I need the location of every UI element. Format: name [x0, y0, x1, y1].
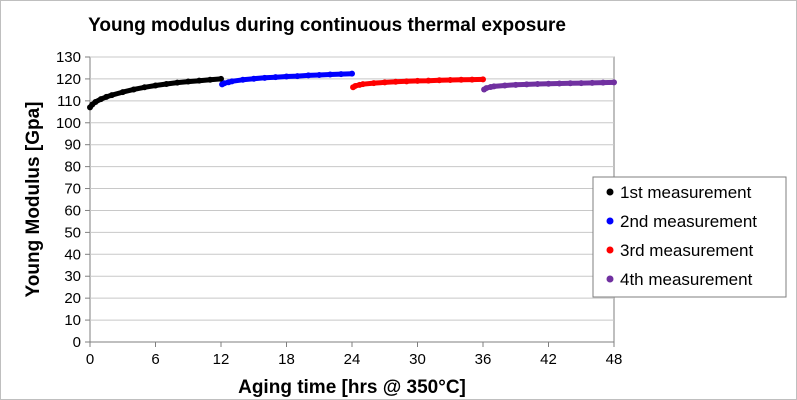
y-tick-label-6: 60 — [64, 202, 81, 219]
x-tick-label-7: 42 — [540, 351, 557, 368]
y-tick-label-12: 120 — [56, 71, 81, 88]
series-1-point-14 — [207, 76, 214, 83]
legend-box — [592, 176, 787, 298]
series-2-point-13 — [338, 71, 345, 78]
series-3-point-11 — [447, 77, 454, 84]
series-4-point-5 — [512, 81, 519, 88]
series-2 — [219, 70, 355, 88]
series-1-point-8 — [141, 84, 148, 91]
legend-marker-3 — [606, 246, 614, 254]
y-tick-label-4: 40 — [64, 246, 81, 263]
x-tick-label-2: 12 — [213, 351, 230, 368]
legend-marker-1 — [606, 188, 614, 196]
plot-area — [89, 56, 615, 343]
series-2-point-4 — [239, 76, 246, 83]
x-tick-label-6: 36 — [475, 351, 492, 368]
series-3-point-5 — [381, 79, 388, 86]
series-4-point-7 — [534, 80, 541, 87]
series-3-point-3 — [359, 81, 366, 88]
y-tick-label-3: 30 — [64, 268, 81, 285]
y-tick-label-5: 50 — [64, 224, 81, 241]
series-4-point-11 — [578, 80, 585, 87]
series-4-point-4 — [501, 82, 508, 89]
series-3-point-4 — [370, 80, 377, 87]
legend-marker-2 — [606, 217, 614, 225]
series-3-point-6 — [392, 78, 399, 85]
series-4-point-9 — [556, 80, 563, 87]
x-tick-label-0: 0 — [86, 351, 94, 368]
x-tick-label-4: 24 — [344, 351, 361, 368]
series-4-point-12 — [589, 79, 596, 86]
grid-lines — [90, 56, 614, 321]
series-2-point-7 — [272, 74, 279, 81]
series-1-point-10 — [163, 80, 170, 87]
series-1-point-6 — [119, 89, 126, 96]
x-tick-label-3: 18 — [278, 351, 295, 368]
series-group — [87, 70, 617, 111]
y-axis-ticks: 0 10 20 30 40 50 60 70 80 90 100 110 120 130 — [56, 49, 90, 351]
y-axis-title: Young Modulus [Gpa] — [23, 102, 44, 298]
y-tick-label-2: 20 — [64, 290, 81, 307]
series-1-point-12 — [185, 78, 192, 85]
legend: 1st measurement 2nd measurement 3rd measur… — [606, 183, 757, 289]
y-tick-label-7: 70 — [64, 181, 81, 198]
series-2-point-12 — [327, 71, 334, 78]
series-1 — [87, 75, 224, 111]
series-2-point-5 — [250, 75, 257, 82]
x-tick-label-1: 6 — [151, 351, 159, 368]
y-tick-label-1: 10 — [64, 312, 81, 329]
series-4 — [481, 79, 617, 93]
series-1-point-7 — [130, 86, 137, 93]
y-tick-label-11: 110 — [57, 93, 81, 110]
series-4-point-8 — [545, 80, 552, 87]
series-3 — [350, 76, 486, 91]
x-axis-ticks: 0 6 12 18 24 30 36 42 48 — [86, 342, 623, 368]
series-4-point-10 — [567, 80, 574, 87]
legend-label-4: 4th measurement — [620, 270, 753, 289]
series-4-point-3 — [490, 83, 497, 90]
series-2-point-9 — [294, 73, 301, 80]
series-3-point-14 — [480, 76, 486, 83]
series-1-point-2 — [92, 98, 99, 105]
series-1-point-15 — [218, 75, 224, 82]
series-2-point-11 — [316, 71, 323, 78]
series-1-point-9 — [152, 82, 159, 89]
series-3-point-9 — [425, 77, 432, 84]
series-1-point-3 — [97, 96, 104, 103]
series-3-point-7 — [403, 78, 410, 85]
x-tick-label-5: 30 — [409, 351, 426, 368]
y-tick-label-9: 90 — [64, 137, 81, 154]
legend-label-2: 2nd measurement — [620, 212, 757, 231]
series-1-point-11 — [174, 79, 181, 86]
legend-marker-4 — [606, 275, 614, 283]
y-tick-label-10: 100 — [56, 115, 81, 132]
series-4-point-14 — [611, 79, 617, 86]
series-3-point-10 — [436, 77, 443, 84]
series-3-point-12 — [458, 76, 465, 83]
y-tick-label-0: 0 — [73, 334, 81, 351]
chart-title: Young modulus during continuous thermal … — [88, 15, 566, 36]
series-1-line — [87, 76, 224, 110]
series-3-point-13 — [469, 76, 476, 83]
series-2-point-14 — [349, 70, 355, 77]
series-1-point-5 — [108, 92, 115, 99]
series-3-point-8 — [414, 77, 421, 84]
series-1-point-4 — [103, 93, 110, 100]
x-axis-title: Aging time [hrs @ 350°C] — [238, 377, 466, 398]
series-2-point-8 — [283, 73, 290, 80]
legend-label-1: 1st measurement — [620, 183, 752, 202]
legend-label-3: 3rd measurement — [620, 241, 754, 260]
series-1-point-13 — [196, 77, 203, 84]
series-2-point-6 — [261, 74, 268, 81]
y-tick-label-8: 80 — [64, 159, 81, 176]
series-4-point-13 — [600, 79, 607, 86]
series-2-point-10 — [305, 72, 312, 79]
x-tick-label-8: 48 — [606, 351, 623, 368]
y-tick-label-13: 130 — [56, 49, 81, 66]
series-4-point-6 — [523, 81, 530, 88]
series-2-point-3 — [228, 78, 235, 85]
